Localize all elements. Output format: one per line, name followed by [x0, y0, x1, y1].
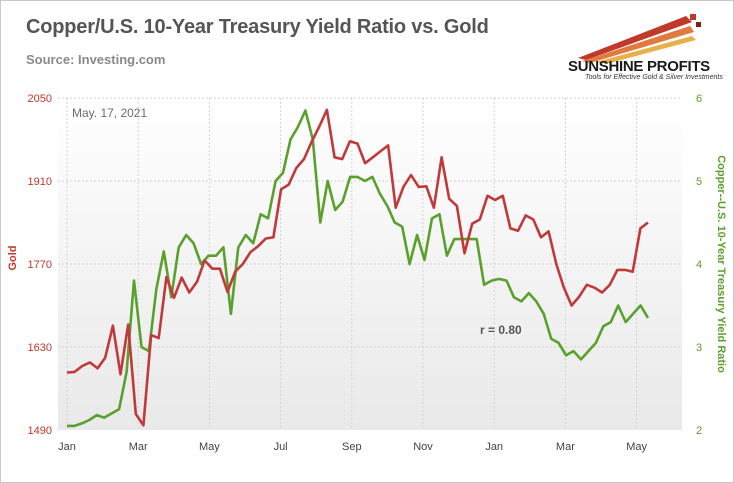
- series-lines: [66, 108, 650, 428]
- x-tick-label: Nov: [413, 441, 433, 453]
- left-tick-label: 1630: [28, 342, 52, 354]
- right-tick-label: 2: [696, 425, 702, 437]
- x-tick-label: Mar: [556, 441, 575, 453]
- left-tick-label: 1490: [28, 425, 52, 437]
- x-tick-label: Jan: [485, 441, 503, 453]
- left-tick-label: 1910: [28, 176, 52, 188]
- right-tick-label: 4: [696, 259, 702, 271]
- x-axis-ticks: Jan Mar May Jul Sep Nov Jan Mar May: [58, 441, 647, 453]
- ratio-series-line: [67, 109, 650, 428]
- date-label: May. 17, 2021: [72, 106, 147, 120]
- right-tick-label: 5: [696, 176, 702, 188]
- right-tick-label: 6: [696, 93, 702, 105]
- left-axis-ticks: 1490 1630 1770 1910 2050: [28, 93, 52, 437]
- gold-series-line: [66, 108, 649, 427]
- left-axis-label: Gold: [7, 245, 19, 270]
- right-tick-label: 3: [696, 342, 702, 354]
- logo-tagline: Tools for Effective Gold & Silver Invest…: [585, 74, 723, 81]
- x-tick-label: May: [626, 441, 647, 453]
- chart-source: Source: Investing.com: [26, 52, 166, 67]
- x-tick-label: May: [199, 441, 220, 453]
- chart-title: Copper/U.S. 10-Year Treasury Yield Ratio…: [26, 16, 489, 38]
- x-tick-label: Mar: [129, 441, 148, 453]
- x-tick-label: Jul: [274, 441, 288, 453]
- x-tick-label: Sep: [342, 441, 362, 453]
- left-tick-label: 2050: [28, 93, 52, 105]
- sunshine-profits-logo-icon: [578, 14, 701, 64]
- right-axis-label: Copper--U.S. 10-Year Treasury Yield Rati…: [715, 155, 727, 373]
- correlation-annotation: r = 0.80: [480, 323, 522, 337]
- right-axis-ticks: 2 3 4 5 6: [696, 93, 702, 437]
- x-tick-label: Jan: [58, 441, 76, 453]
- logo-name: SUNSHINE PROFITS: [568, 58, 710, 75]
- left-tick-label: 1770: [28, 259, 52, 271]
